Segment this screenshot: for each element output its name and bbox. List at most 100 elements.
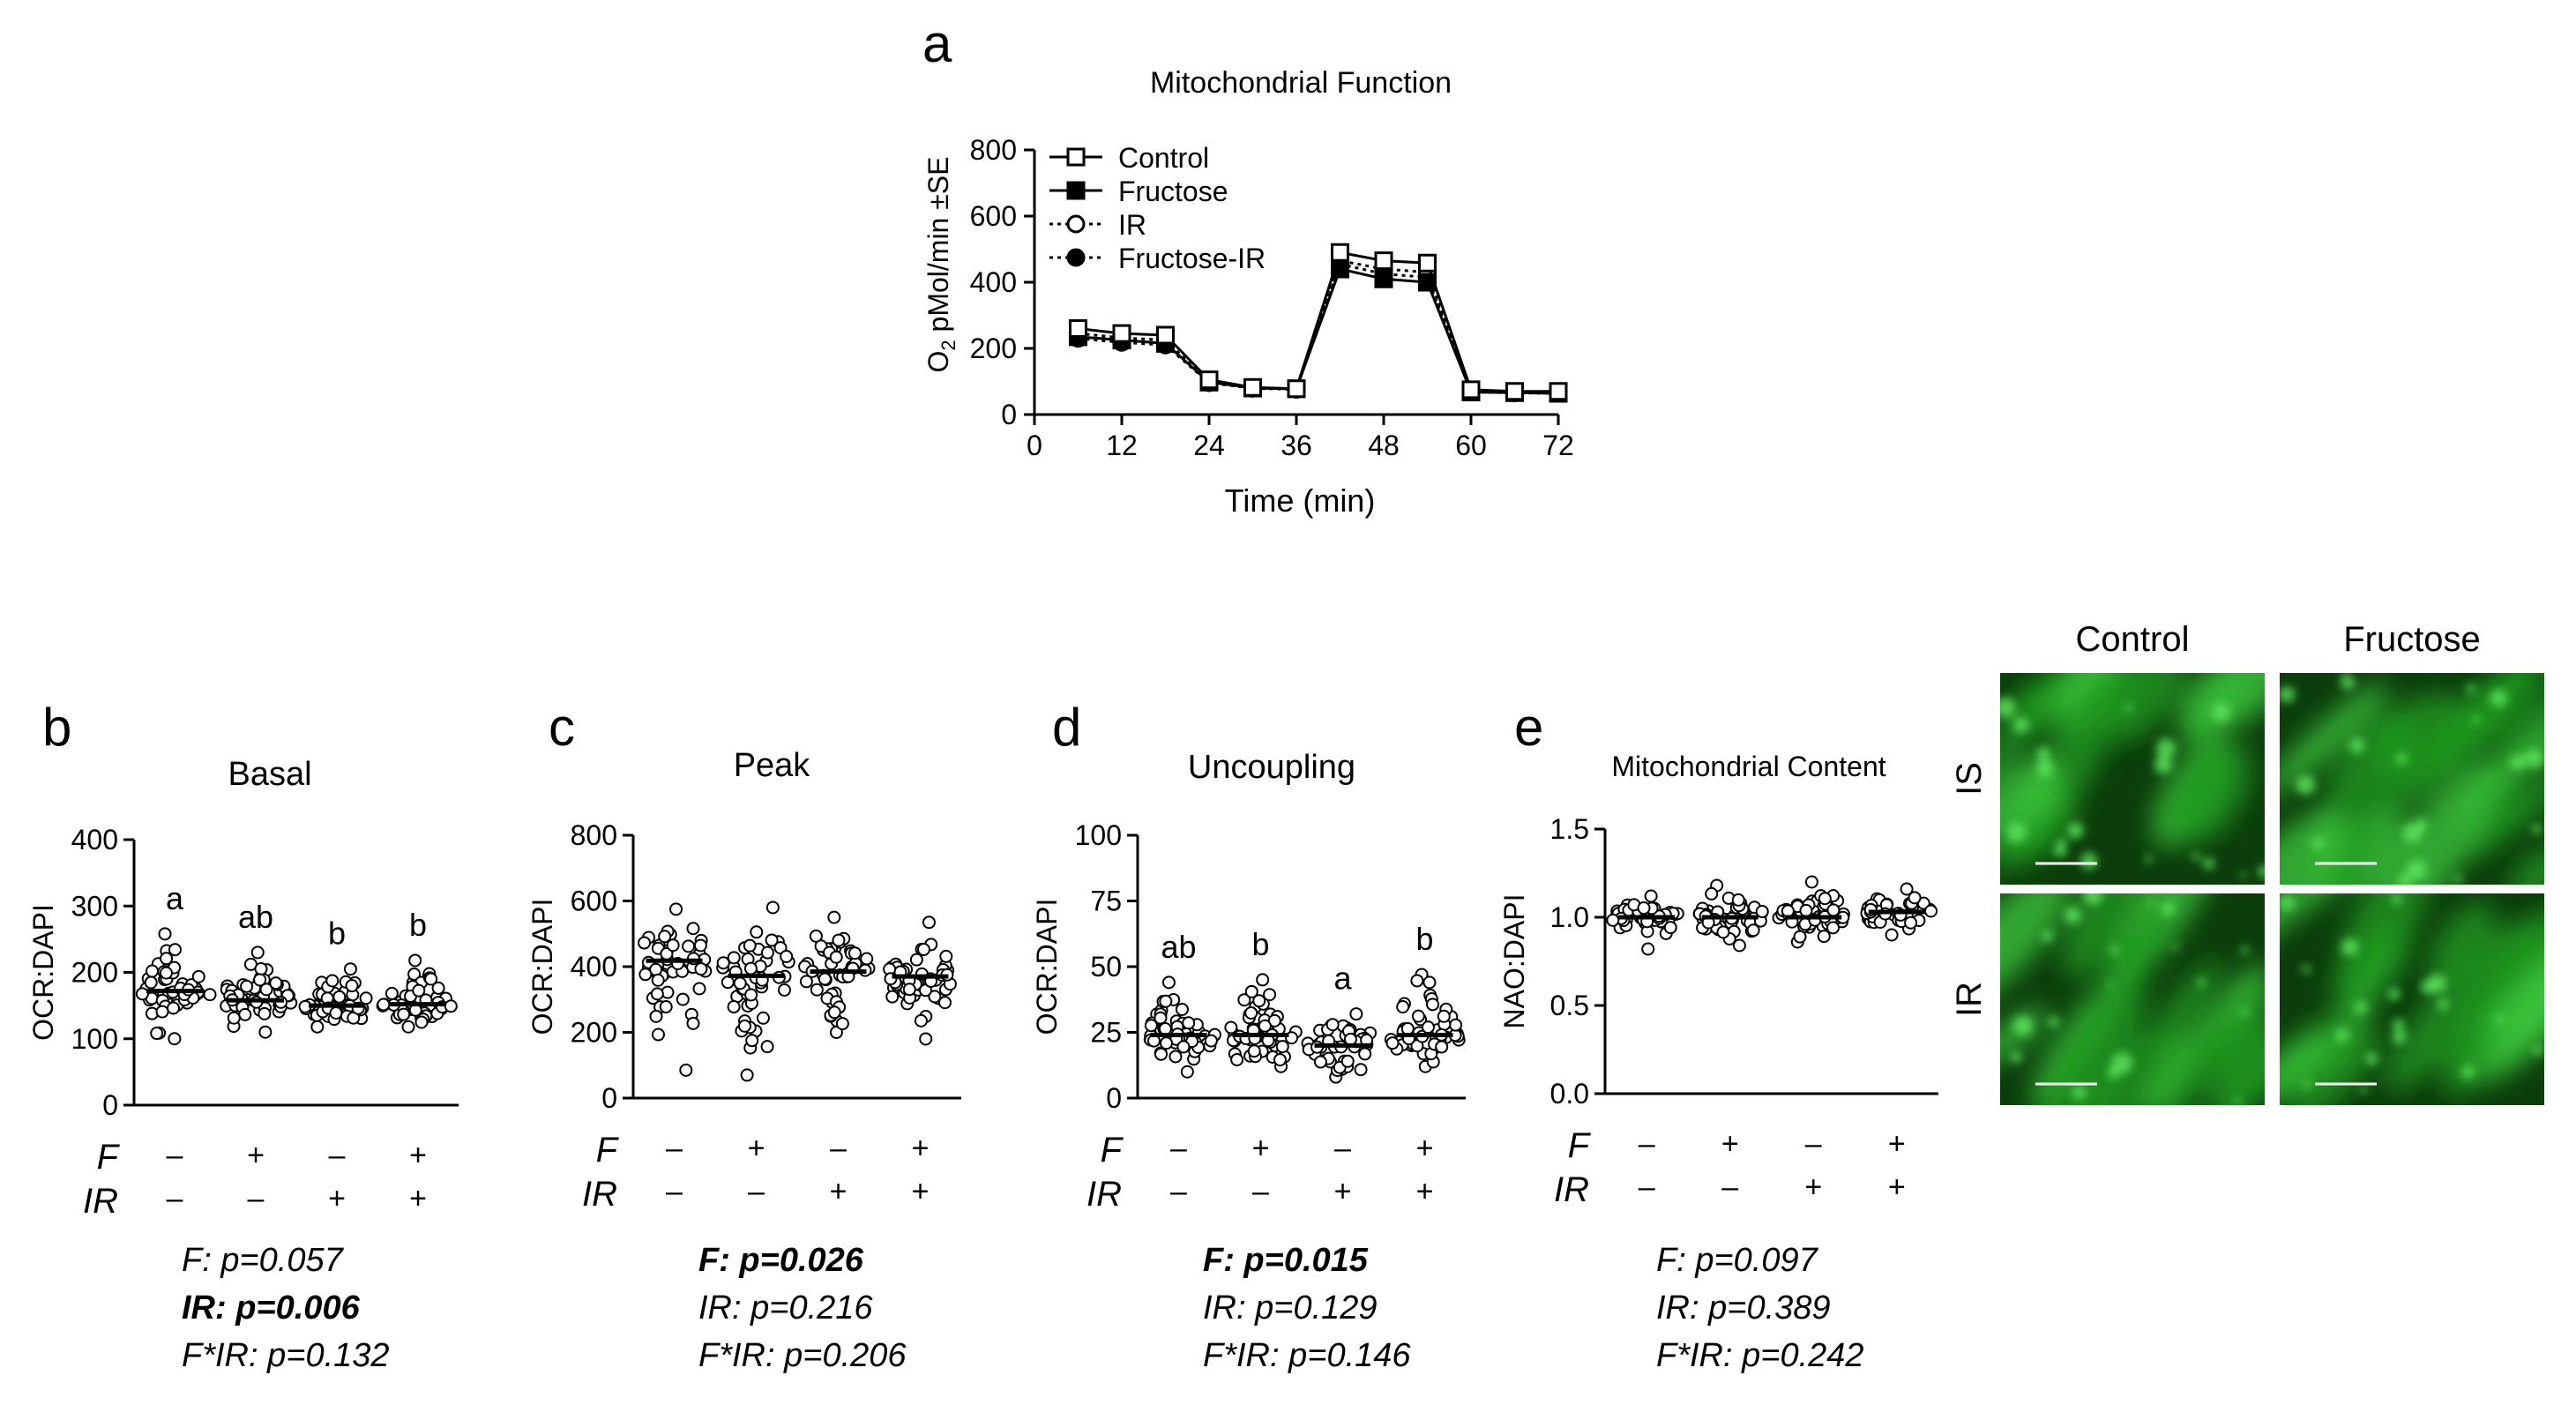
punctate-spot	[2111, 1052, 2132, 1074]
data-point	[343, 962, 357, 976]
data-point	[638, 968, 653, 982]
factor-ir-sign: +	[1334, 1175, 1352, 1208]
punctate-spot	[2360, 1086, 2367, 1093]
significance-letter: b	[328, 915, 346, 952]
factor-f-label: F	[1568, 1126, 1592, 1165]
data-point	[1343, 1032, 1357, 1046]
data-point	[1663, 921, 1677, 935]
legend-marker	[1066, 248, 1086, 267]
fiber-glow	[2507, 844, 2544, 885]
panel-title: Mitochondrial Content	[1611, 751, 1885, 782]
data-point	[909, 953, 923, 967]
panel-letter: b	[42, 698, 71, 757]
data-point	[827, 910, 841, 924]
data-point	[1818, 892, 1832, 906]
panel-e-stats: F: p=0.097 IR: p=0.389 F*IR: p=0.242	[1656, 1237, 1864, 1379]
significance-letter: a	[166, 880, 184, 916]
dot-plot-panels: bBasalOCR:DAPI0100200300400a––ab+–b–+b++…	[27, 698, 1938, 1221]
panel-b: b Basal OCR:DAPI 0 100 200 300 400 a – – ab + – b – + b + +…	[27, 698, 459, 1221]
y-tick-label: 200	[571, 1017, 617, 1049]
y-tick-label: 1.5	[1550, 813, 1589, 845]
data-point	[721, 975, 735, 990]
punctate-spot	[2311, 837, 2324, 850]
data-point	[1781, 904, 1795, 918]
fluorescence-detail	[2010, 893, 2249, 1105]
stat-line: F*IR: p=0.146	[1203, 1337, 1411, 1374]
fiber-glow	[2000, 801, 2079, 873]
punctate-spot	[2155, 738, 2177, 759]
fiber-glow	[2280, 681, 2388, 797]
data-point	[1505, 382, 1524, 401]
data-point	[412, 983, 426, 998]
dot-group	[716, 901, 795, 1082]
y-tick-label: 0	[1106, 1082, 1122, 1114]
data-point	[651, 973, 665, 987]
data-point	[168, 943, 182, 957]
fiber-glow	[2062, 893, 2154, 980]
panel-title: Basal	[228, 756, 311, 793]
data-point	[1161, 975, 1176, 990]
dot-group	[1606, 889, 1684, 956]
x-tick-label: 36	[1281, 430, 1312, 461]
y-tick-label: 400	[71, 824, 118, 856]
punctate-spot	[2108, 981, 2114, 987]
dot-group: b	[376, 907, 458, 1034]
punctate-spot	[2467, 684, 2476, 694]
fluorescence-detail	[2000, 697, 2265, 878]
data-point	[1159, 994, 1173, 1008]
data-point	[1204, 1034, 1218, 1048]
data-point	[135, 987, 149, 1001]
stat-line: IR: p=0.129	[1203, 1289, 1378, 1327]
fiber-glow	[2280, 893, 2395, 963]
data-point	[666, 938, 680, 953]
factor-f-label: F	[1101, 1131, 1124, 1170]
data-point	[922, 915, 936, 930]
legend-entry: Control	[1049, 142, 1209, 174]
data-point	[1263, 988, 1277, 1002]
punctate-spot	[2067, 822, 2084, 839]
y-tick-label: 0.0	[1550, 1078, 1589, 1110]
fiber-glow	[2469, 781, 2523, 860]
dot-group: b	[1384, 921, 1466, 1073]
data-point	[146, 964, 160, 978]
fiber-glow	[2467, 923, 2544, 1085]
punctate-spot	[2415, 818, 2428, 832]
punctate-spot	[2012, 1015, 2034, 1036]
data-point	[669, 902, 683, 916]
micrograph-column-label: Control	[2076, 620, 2190, 659]
significance-letter: a	[1333, 960, 1352, 997]
data-point	[254, 961, 268, 975]
panel-a-axes: 0 200 400 600 800 0 12 24 36 48 60 72	[970, 134, 1574, 461]
fiber-glow	[2065, 673, 2199, 743]
data-point	[325, 974, 340, 988]
data-point	[401, 1020, 415, 1034]
factor-f-sign: –	[1639, 1127, 1655, 1161]
significance-letter: ab	[1161, 929, 1196, 965]
data-point	[818, 972, 832, 986]
data-point	[1349, 1007, 1363, 1021]
factor-ir-label: IR	[1554, 1170, 1589, 1209]
data-point	[269, 976, 283, 990]
y-tick-label: 200	[71, 957, 118, 989]
data-point	[835, 1017, 849, 1031]
factor-f-sign: –	[167, 1139, 183, 1172]
fiber-glow	[2169, 740, 2251, 844]
punctate-spot	[2397, 874, 2412, 885]
punctate-spot	[2510, 754, 2526, 770]
micrograph-tile	[2000, 673, 2265, 885]
factor-f-sign: +	[1252, 1132, 1270, 1165]
panel-b-stats: F: p=0.057 IR: p=0.006 F*IR: p=0.132	[182, 1237, 390, 1379]
data-point	[916, 943, 930, 957]
fiber-glow	[2100, 908, 2172, 996]
punctate-spot	[2235, 1098, 2243, 1105]
data-point	[827, 1005, 841, 1020]
data-point	[1273, 1053, 1287, 1067]
data-point	[727, 951, 741, 965]
data-point	[1244, 1005, 1258, 1020]
data-point	[1176, 1040, 1191, 1054]
data-point	[1313, 1055, 1327, 1069]
data-point	[203, 988, 217, 1002]
data-point	[1637, 901, 1651, 915]
dot-group	[638, 902, 713, 1077]
